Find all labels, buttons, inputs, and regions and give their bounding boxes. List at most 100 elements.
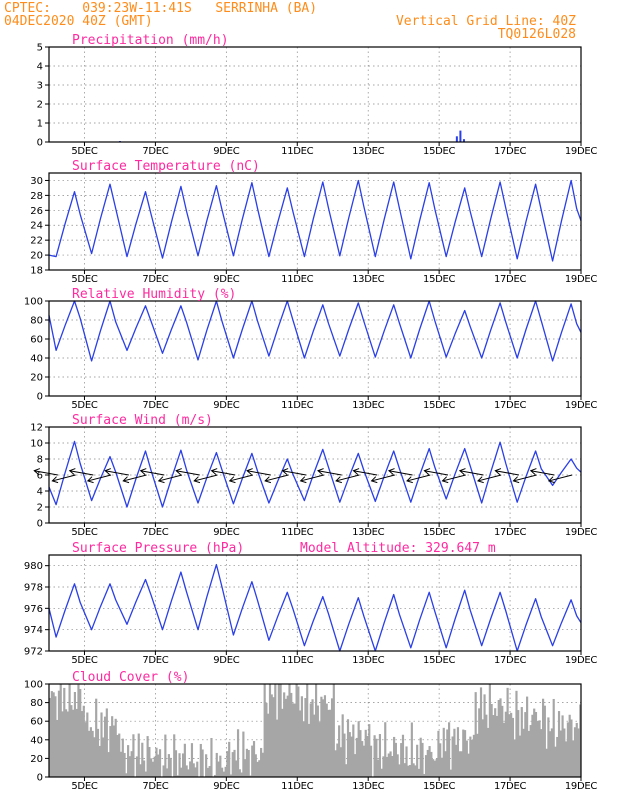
cloud-cover-bar — [414, 765, 417, 777]
cloud-cover-bar — [132, 734, 135, 777]
wind-vector — [282, 470, 307, 476]
cloud-cover-bar — [224, 766, 227, 777]
cloud-cover-bar — [260, 747, 263, 777]
cloud-cover-bar — [497, 700, 500, 777]
cloud-cover-bar — [57, 690, 61, 777]
cloud-cover-bar — [471, 739, 474, 777]
wind-vector — [548, 474, 573, 482]
x-tick-label: 13DEC — [352, 400, 385, 411]
wind-vector-head — [68, 468, 76, 476]
panel-frame — [48, 46, 582, 143]
cloud-cover-bar — [272, 697, 275, 777]
cloud-cover-bar — [517, 710, 520, 777]
y-tick-label: 976 — [24, 604, 43, 615]
y-tick-label: 100 — [24, 297, 43, 308]
panel-title: Relative Humidity (%) — [72, 287, 236, 302]
cloud-cover-bar — [382, 756, 385, 777]
y-tick-label: 2 — [37, 503, 43, 514]
cloud-cover-bar — [322, 699, 325, 777]
x-tick-label: 7DEC — [142, 781, 168, 792]
cloud-cover-bar — [412, 763, 415, 777]
cloud-cover-bar — [538, 720, 541, 777]
x-tick-label: 15DEC — [423, 146, 456, 157]
wind-vector — [424, 470, 449, 476]
cloud-cover-bar — [150, 758, 153, 777]
cloud-cover-bar — [408, 765, 412, 777]
cloud-cover-bar — [366, 735, 369, 777]
cloud-cover-bar — [483, 694, 486, 777]
x-tick-label: 19DEC — [565, 400, 598, 411]
cloud-cover-bar — [286, 695, 289, 777]
cloud-cover-bar — [205, 754, 208, 777]
cloud-cover-bar — [520, 707, 523, 777]
cloud-cover-bar — [341, 714, 344, 777]
cloud-cover-bar — [541, 698, 545, 777]
x-tick-label: 9DEC — [213, 146, 239, 157]
cloud-cover-bar — [492, 715, 495, 777]
grid-humidity — [49, 300, 582, 397]
cloud-cover-bar — [378, 734, 382, 777]
cloud-cover-bar — [68, 684, 71, 777]
cloud-cover-bar — [162, 765, 165, 777]
cloud-cover-bar — [339, 747, 342, 777]
x-tick-label: 17DEC — [494, 655, 527, 666]
cloud-cover-bar — [332, 684, 335, 777]
cloud-cover-bar — [396, 754, 399, 777]
cloud-cover-bar — [405, 746, 408, 777]
cloud-cover-bar — [529, 725, 532, 777]
header-station: CPTEC: 039:23W-11:41S SERRINHA (BA) — [4, 1, 317, 16]
cloud-cover-bar — [526, 696, 529, 777]
cloud-cover-bar — [309, 703, 312, 777]
cloud-cover-bar — [375, 738, 378, 777]
cloud-cover-bar — [479, 687, 483, 777]
precip-bar — [462, 139, 465, 142]
cloud-cover-bar — [61, 711, 64, 777]
cloud-cover-bar — [352, 724, 355, 777]
cloud-cover-bar — [565, 741, 568, 777]
grid-precipitation — [49, 46, 582, 143]
cloud-cover-bar — [59, 684, 62, 777]
y-tick-label: 22 — [30, 236, 43, 247]
precip-bar — [459, 130, 462, 142]
wind-vector — [176, 470, 200, 476]
cloud-cover-bar — [458, 751, 461, 777]
cloud-cover-bar — [64, 709, 68, 777]
cloud-cover-bar — [82, 705, 85, 777]
y-tick-label: 60 — [30, 335, 43, 346]
cloud-cover-bar — [192, 763, 195, 777]
cloud-cover-bar — [176, 775, 179, 777]
cloud-cover-bar — [515, 690, 518, 777]
x-tick-label: 15DEC — [423, 274, 456, 285]
y-tick-label: 26 — [30, 206, 43, 217]
cloud-cover-bar — [568, 714, 571, 777]
cloud-cover-bar — [481, 719, 484, 777]
cloud-cover-bar — [155, 747, 158, 777]
cloud-cover-bar — [277, 684, 280, 777]
panel-cloud: 0 20 40 60 80 100 5DEC 7DEC 9DEC 11DEC 13DEC 15DEC 1… — [24, 670, 598, 792]
wind-vector-head — [512, 476, 520, 484]
cloud-cover-bar — [357, 721, 360, 777]
cloud-cover-bar — [244, 759, 247, 777]
cloud-cover-bar — [389, 751, 392, 777]
cloud-cover-bar — [316, 705, 319, 777]
cloud-cover-bar — [291, 703, 295, 777]
cloud-cover-bar — [533, 708, 536, 777]
y-tick-label: 60 — [30, 717, 43, 728]
cloud-cover-bar — [91, 730, 94, 777]
cloud-cover-bar — [307, 723, 311, 777]
cloud-cover-bar — [323, 695, 327, 777]
cloud-cover-bar — [336, 743, 339, 777]
cloud-cover-bar — [325, 703, 328, 777]
wind-vector — [335, 474, 360, 482]
wind-vector — [211, 470, 236, 476]
cloud-cover-bar — [527, 730, 530, 777]
cloud-cover-bar — [70, 705, 73, 777]
cloud-cover-bar — [543, 705, 546, 777]
cloud-cover-bar — [490, 703, 493, 777]
cloud-cover-bar — [506, 687, 509, 777]
cloud-cover-bar — [167, 754, 170, 777]
y-tick-label: 0 — [37, 519, 43, 530]
y-tick-label: 1 — [37, 119, 43, 130]
cloud-cover-bar — [98, 745, 101, 777]
cloud-cover-bar — [398, 764, 401, 777]
